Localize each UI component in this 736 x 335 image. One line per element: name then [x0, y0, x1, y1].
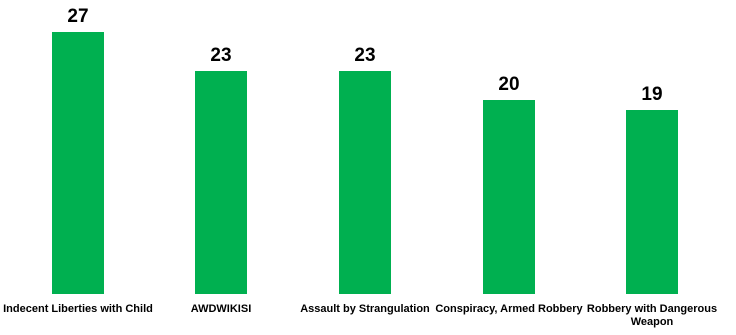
data-label-4: 20	[498, 73, 520, 95]
category-label-2: AWDWIKISI	[190, 303, 252, 315]
bar-1	[52, 32, 104, 294]
category-label-1: Indecent Liberties with Child	[3, 303, 153, 315]
bar-5	[626, 109, 678, 294]
category-label-4: Conspiracy, Armed Robbery	[435, 303, 583, 315]
bar-2	[195, 70, 247, 294]
data-label-1: 27	[67, 6, 89, 27]
category-label-5: Robbery with Dangerous Weapon	[586, 303, 718, 328]
category-label-3: Assault by Strangulation	[300, 303, 430, 315]
data-label-3: 23	[354, 44, 376, 66]
data-label-5: 19	[641, 83, 663, 105]
bar-3	[339, 70, 391, 294]
data-label-2: 23	[210, 44, 232, 66]
bar-4	[483, 99, 535, 294]
